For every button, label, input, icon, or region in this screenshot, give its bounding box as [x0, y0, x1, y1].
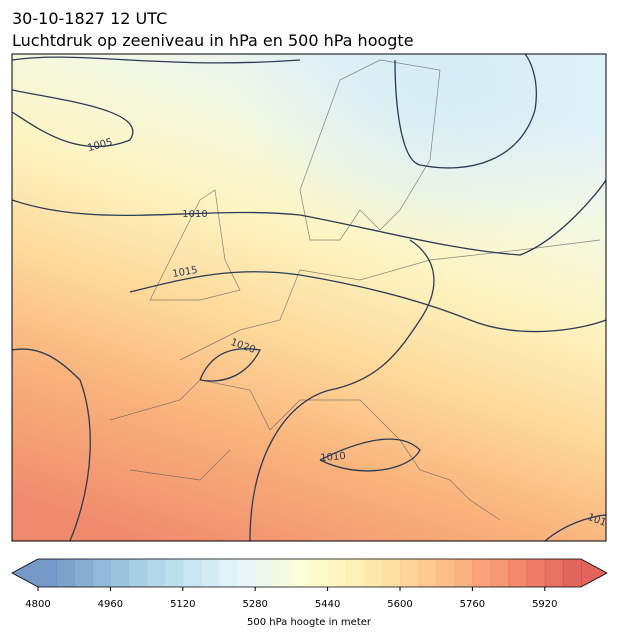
title-line: 30-10-1827 12 UTC [12, 9, 167, 28]
isobar [12, 179, 606, 256]
isobar [12, 56, 301, 64]
isobar [319, 438, 421, 472]
title-line: Luchtdruk op zeeniveau in hPa en 500 hPa… [12, 31, 414, 50]
colorbar-bin [490, 559, 510, 587]
colorbar-label: 500 hPa hoogte in meter [247, 617, 372, 628]
colorbar-bin [128, 559, 148, 587]
height-field [12, 54, 606, 541]
colorbar-bin [526, 559, 546, 587]
colorbar: 4800 4960 5120 5280 5440 5600 5760 5920 [11, 558, 608, 610]
colorbar-bin [562, 559, 582, 587]
colorbar-tick-label: 5440 [315, 599, 340, 610]
colorbar-bin [146, 559, 166, 587]
contour-label: 1010 [320, 451, 346, 464]
colorbar-tick-label: 4960 [98, 599, 123, 610]
contour-label: 1010 [182, 209, 207, 220]
colorbar-bin [309, 559, 329, 587]
colorbar-bin [200, 559, 220, 587]
map [12, 54, 606, 541]
colorbar-bin [327, 559, 347, 587]
colorbar-tick-label: 5280 [242, 599, 267, 610]
contour-label: 1015 [172, 265, 199, 280]
colorbar-bin [182, 559, 202, 587]
colorbar-tick-label: 4800 [25, 599, 50, 610]
colorbar-bin [363, 559, 383, 587]
colorbar-extend [12, 559, 38, 587]
colorbar-bin [74, 559, 93, 587]
colorbar-bin [92, 559, 111, 587]
colorbar-bin [418, 559, 437, 587]
colorbar-frame [11, 558, 608, 588]
colorbar-tick-label: 5600 [387, 599, 412, 610]
coastline [109, 59, 601, 521]
isobar [129, 271, 606, 333]
colorbar-tick-label: 5760 [460, 599, 485, 610]
colorbar-bin [381, 559, 401, 587]
colorbar-bin [273, 559, 292, 587]
isobar [12, 89, 134, 148]
colorbar-bin [544, 559, 564, 587]
colorbar-bin [400, 559, 419, 587]
colorbar-tick-label: 5120 [170, 599, 195, 610]
colorbar-bin [110, 559, 129, 587]
colorbar-bin [38, 559, 57, 587]
colorbar-bin [219, 559, 238, 587]
isobar [544, 514, 606, 541]
colorbar-bin [255, 559, 274, 587]
colorbar-bin [237, 559, 256, 587]
isobar [199, 348, 261, 382]
colorbar-bin [508, 559, 528, 587]
colorbar-extend [581, 559, 607, 587]
colorbar-bin [472, 559, 491, 587]
map-frame [11, 53, 607, 542]
isobar [249, 239, 435, 541]
colorbar-bin [436, 559, 455, 587]
isobar [12, 348, 91, 541]
isobar [394, 54, 537, 169]
colorbar-bin [291, 559, 310, 587]
colorbar-bin [164, 559, 184, 587]
colorbar-bin [56, 559, 75, 587]
colorbar-bin [454, 559, 473, 587]
colorbar-tick-label: 5920 [532, 599, 557, 610]
colorbar-bin [345, 559, 365, 587]
